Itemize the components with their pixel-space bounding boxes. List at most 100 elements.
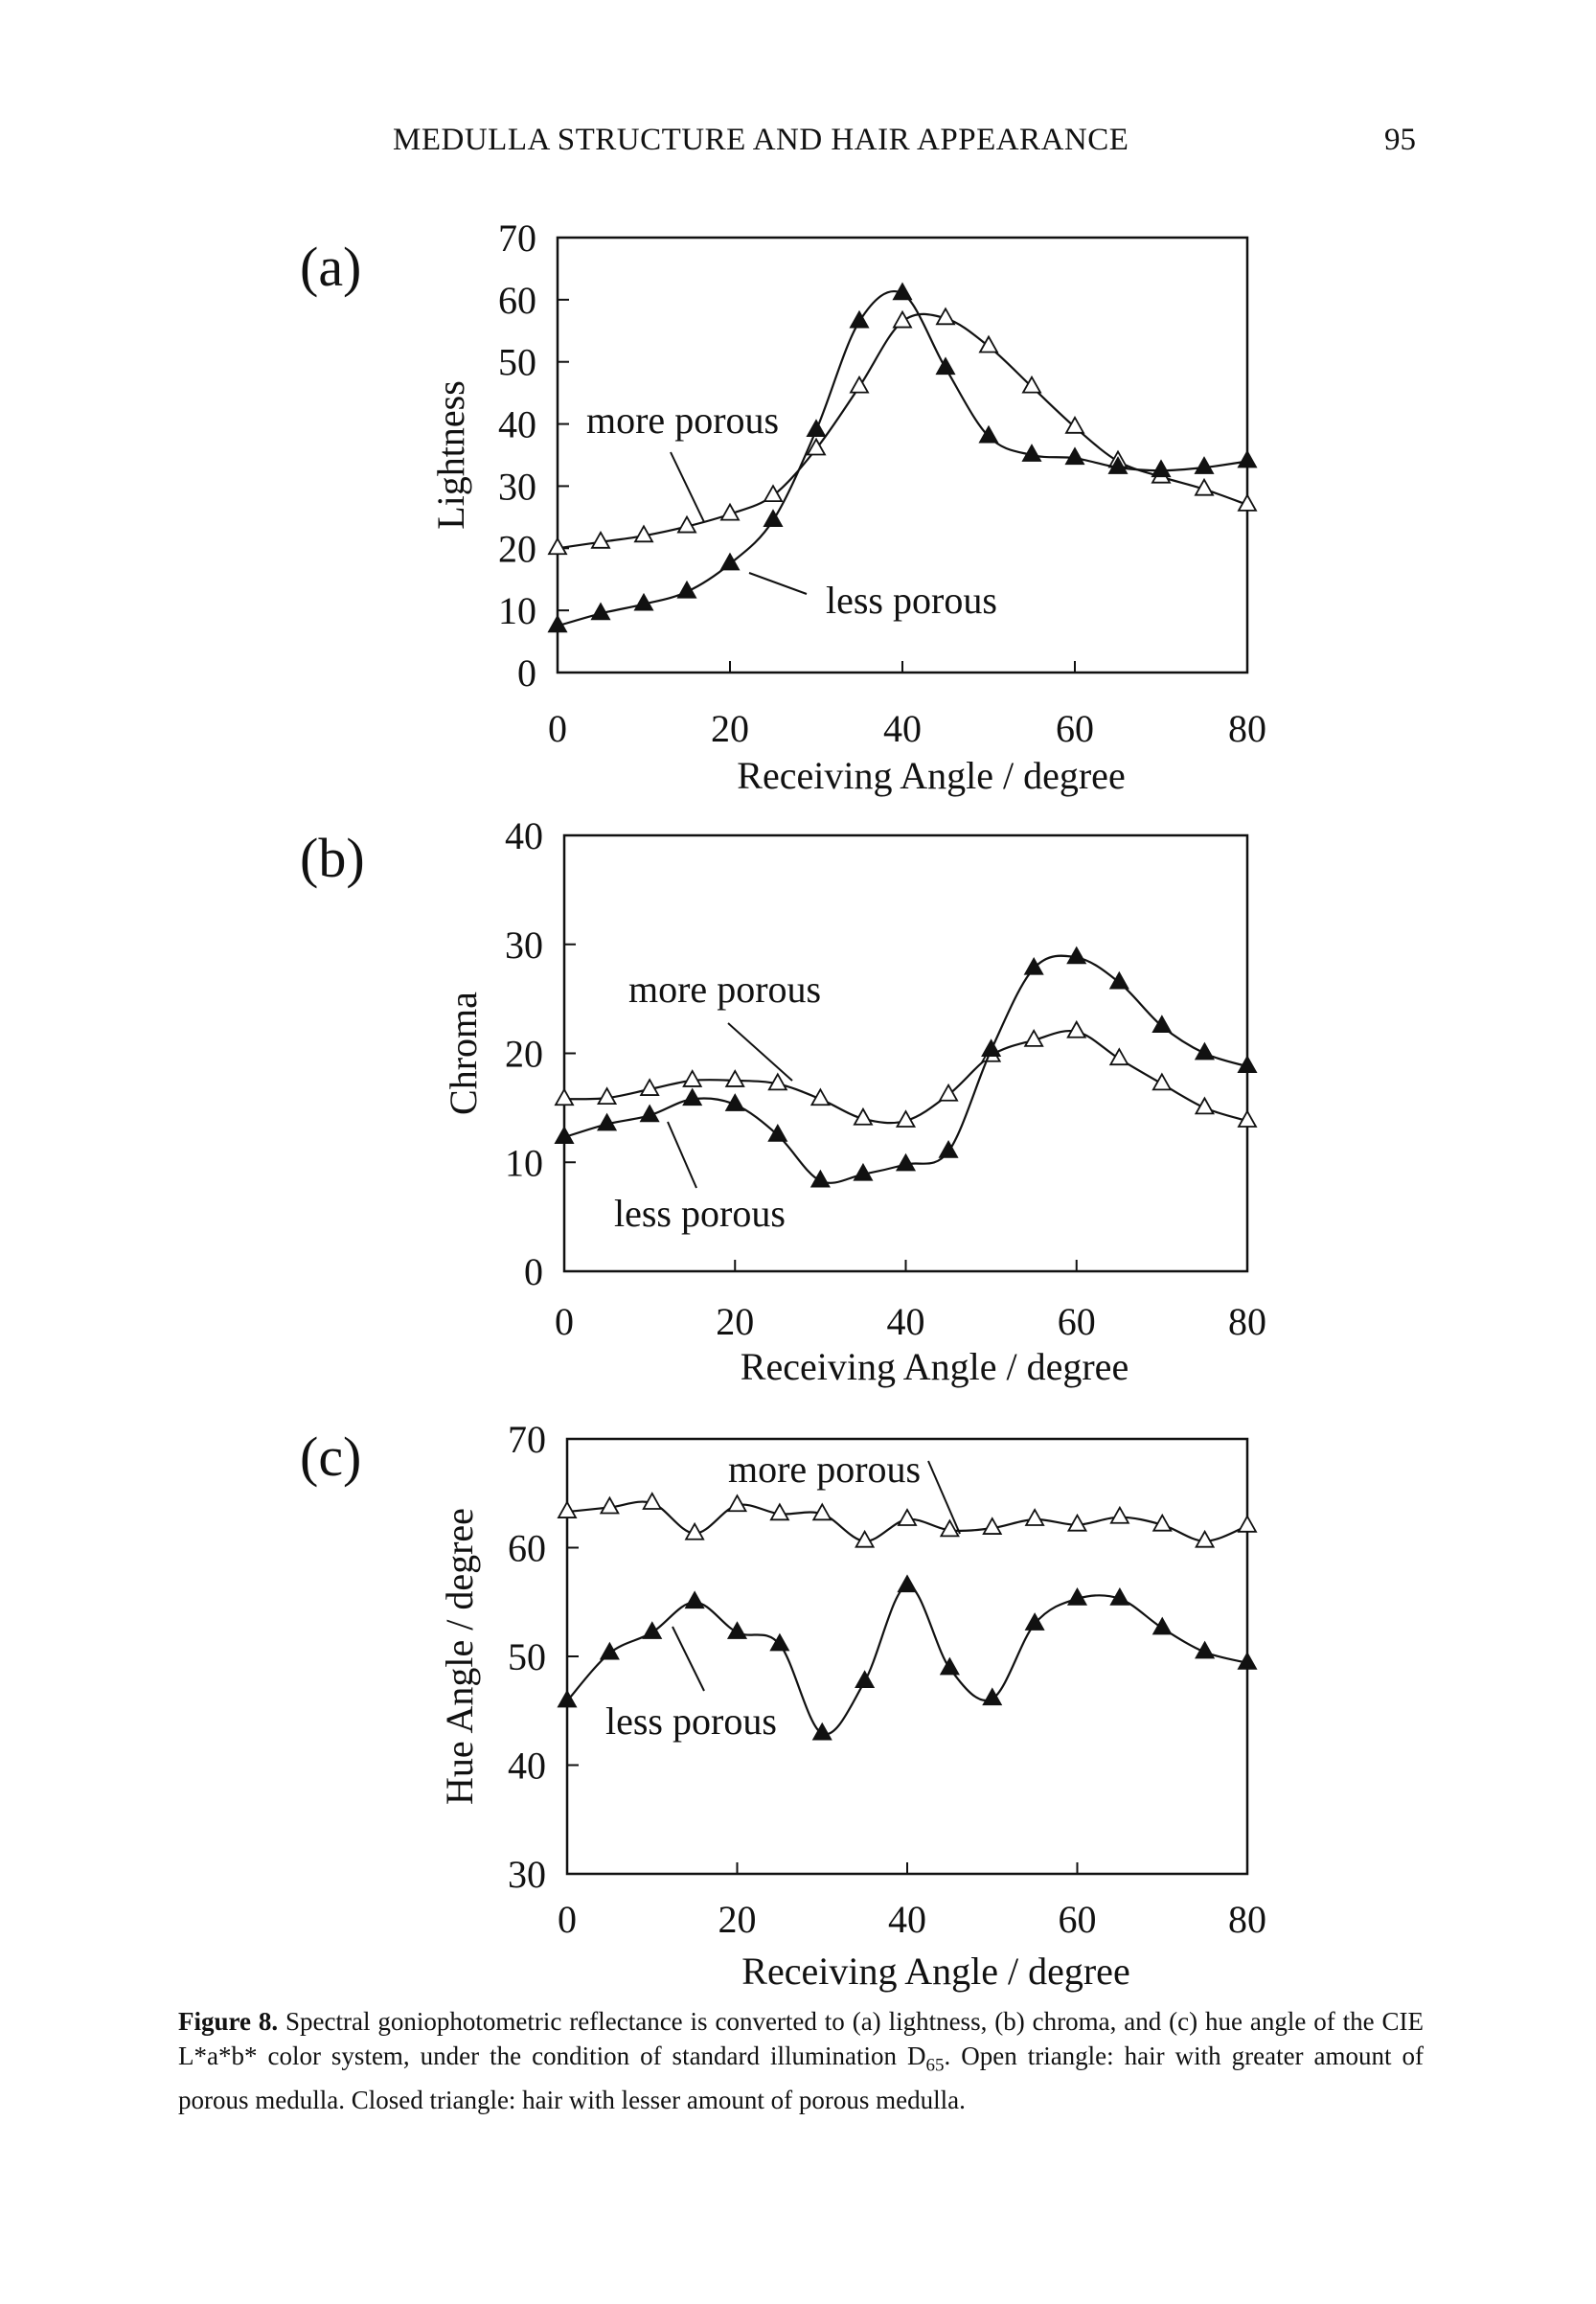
x-tick-label: 40 — [888, 1898, 926, 1941]
filled-triangle-marker — [1151, 459, 1172, 478]
filled-triangle-marker — [590, 602, 611, 621]
open-triangle-marker — [1024, 1508, 1045, 1526]
x-axis-title: Receiving Angle / degree — [741, 1345, 1129, 1388]
open-triangle-marker — [1066, 1513, 1088, 1532]
filled-triangle-marker — [897, 1574, 918, 1593]
y-axis-title: Chroma — [442, 992, 485, 1115]
filled-triangle-marker — [1237, 449, 1258, 468]
filled-triangle-marker — [597, 1112, 618, 1131]
open-triangle-marker — [597, 1086, 618, 1106]
y-tick-label: 10 — [505, 1141, 543, 1184]
caption-text-2: . Open triangle: hair with greater amoun… — [178, 2042, 1424, 2115]
filled-triangle-marker — [724, 1093, 745, 1111]
filled-triangle-marker — [938, 1140, 959, 1158]
running-head: MEDULLA STRUCTURE AND HAIR APPEARANCE — [393, 123, 1129, 157]
open-triangle-marker — [639, 1078, 660, 1096]
y-tick-label: 30 — [498, 465, 536, 508]
open-triangle-marker — [642, 1492, 663, 1510]
x-tick-label: 0 — [558, 1898, 577, 1941]
chart-chroma: 0 10 20 30 40 0 20 40 60 80 Receiving Angle / degr… — [442, 814, 1266, 1388]
filled-triangle-marker — [978, 424, 999, 444]
y-tick-label: 60 — [498, 279, 536, 322]
open-triangle-marker — [763, 484, 784, 503]
series-line-less-porous — [557, 289, 1248, 627]
annotation-leader-line — [927, 1460, 961, 1535]
filled-triangle-marker — [1024, 1612, 1045, 1631]
filled-triangle-marker — [684, 1590, 705, 1609]
filled-triangle-marker — [849, 309, 870, 329]
open-triangle-marker — [806, 437, 827, 456]
x-tick-label: 80 — [1228, 1898, 1266, 1941]
open-triangle-marker — [1066, 1019, 1087, 1038]
x-tick-label: 80 — [1228, 1300, 1266, 1343]
annotation-less-porous: less porous — [614, 1192, 786, 1235]
filled-triangle-marker — [557, 1689, 578, 1708]
filled-triangle-marker — [1107, 456, 1129, 474]
y-tick-label: 30 — [508, 1853, 546, 1896]
open-triangle-marker — [557, 1500, 578, 1518]
filled-triangle-marker — [1237, 1651, 1258, 1670]
x-tick-label: 20 — [716, 1300, 754, 1343]
x-axis-title: Receiving Angle / degree — [741, 1950, 1129, 1993]
filled-triangle-marker — [599, 1641, 620, 1660]
open-triangle-marker — [892, 309, 913, 329]
y-tick-label: 50 — [498, 341, 536, 384]
open-triangle-marker — [897, 1508, 918, 1526]
caption-text-1: Spectral goniophotometric reflectance is… — [178, 2007, 1424, 2070]
y-tick-label: 0 — [524, 1250, 543, 1293]
filled-triangle-marker — [554, 1126, 575, 1144]
filled-triangle-marker — [895, 1152, 917, 1172]
y-tick-label: 10 — [498, 589, 536, 632]
open-triangle-marker — [1108, 1047, 1129, 1066]
filled-triangle-marker — [1108, 970, 1129, 990]
annotation-leader-line — [672, 1626, 705, 1692]
y-tick-label: 40 — [505, 814, 543, 857]
filled-triangle-marker — [1194, 1041, 1215, 1061]
filled-triangle-marker — [935, 356, 956, 376]
filled-triangle-marker — [767, 1123, 788, 1142]
filled-triangle-marker — [853, 1162, 874, 1181]
open-triangle-marker — [938, 1083, 959, 1102]
open-triangle-marker — [811, 1502, 832, 1521]
filled-triangle-marker — [633, 592, 654, 611]
y-axis-title: Hue Angle / degree — [438, 1508, 481, 1805]
annotation-more-porous: more porous — [586, 399, 779, 442]
filled-triangle-marker — [763, 509, 784, 527]
open-triangle-marker — [855, 1529, 876, 1548]
filled-triangle-marker — [639, 1104, 660, 1123]
y-tick-label: 70 — [508, 1418, 546, 1461]
filled-triangle-marker — [1021, 444, 1042, 462]
filled-triangle-marker — [1064, 446, 1085, 466]
y-axis-title: Lightness — [429, 380, 472, 530]
page-number: 95 — [1384, 123, 1416, 157]
x-tick-label: 0 — [555, 1300, 574, 1343]
x-tick-label: 40 — [887, 1300, 925, 1343]
filled-triangle-marker — [1195, 1640, 1216, 1659]
open-triangle-marker — [682, 1069, 703, 1087]
panel-label-c: (c) — [300, 1426, 362, 1488]
open-triangle-marker — [1109, 1505, 1130, 1524]
x-tick-label: 60 — [1056, 707, 1094, 750]
y-tick-label: 40 — [508, 1745, 546, 1788]
y-tick-label: 40 — [498, 403, 536, 446]
x-tick-label: 60 — [1059, 1898, 1097, 1941]
filled-triangle-marker — [726, 1621, 748, 1639]
open-triangle-marker — [554, 1087, 575, 1106]
x-tick-label: 60 — [1058, 1300, 1096, 1343]
open-triangle-marker — [809, 1087, 831, 1106]
open-triangle-marker — [767, 1072, 788, 1091]
annotation-leader-line — [670, 451, 705, 523]
open-triangle-marker — [599, 1495, 620, 1515]
x-tick-label: 20 — [718, 1898, 757, 1941]
open-triangle-marker — [1021, 375, 1042, 394]
annotation-more-porous: more porous — [728, 1448, 921, 1491]
filled-triangle-marker — [892, 282, 913, 301]
open-triangle-marker — [1237, 493, 1258, 512]
open-triangle-marker — [978, 334, 999, 354]
open-triangle-marker — [1237, 1109, 1258, 1128]
annotation-more-porous: more porous — [628, 968, 821, 1011]
filled-triangle-marker — [1237, 1055, 1258, 1074]
annotation-less-porous: less porous — [826, 579, 997, 622]
open-triangle-marker — [633, 524, 654, 543]
filled-triangle-marker — [1066, 1587, 1088, 1606]
